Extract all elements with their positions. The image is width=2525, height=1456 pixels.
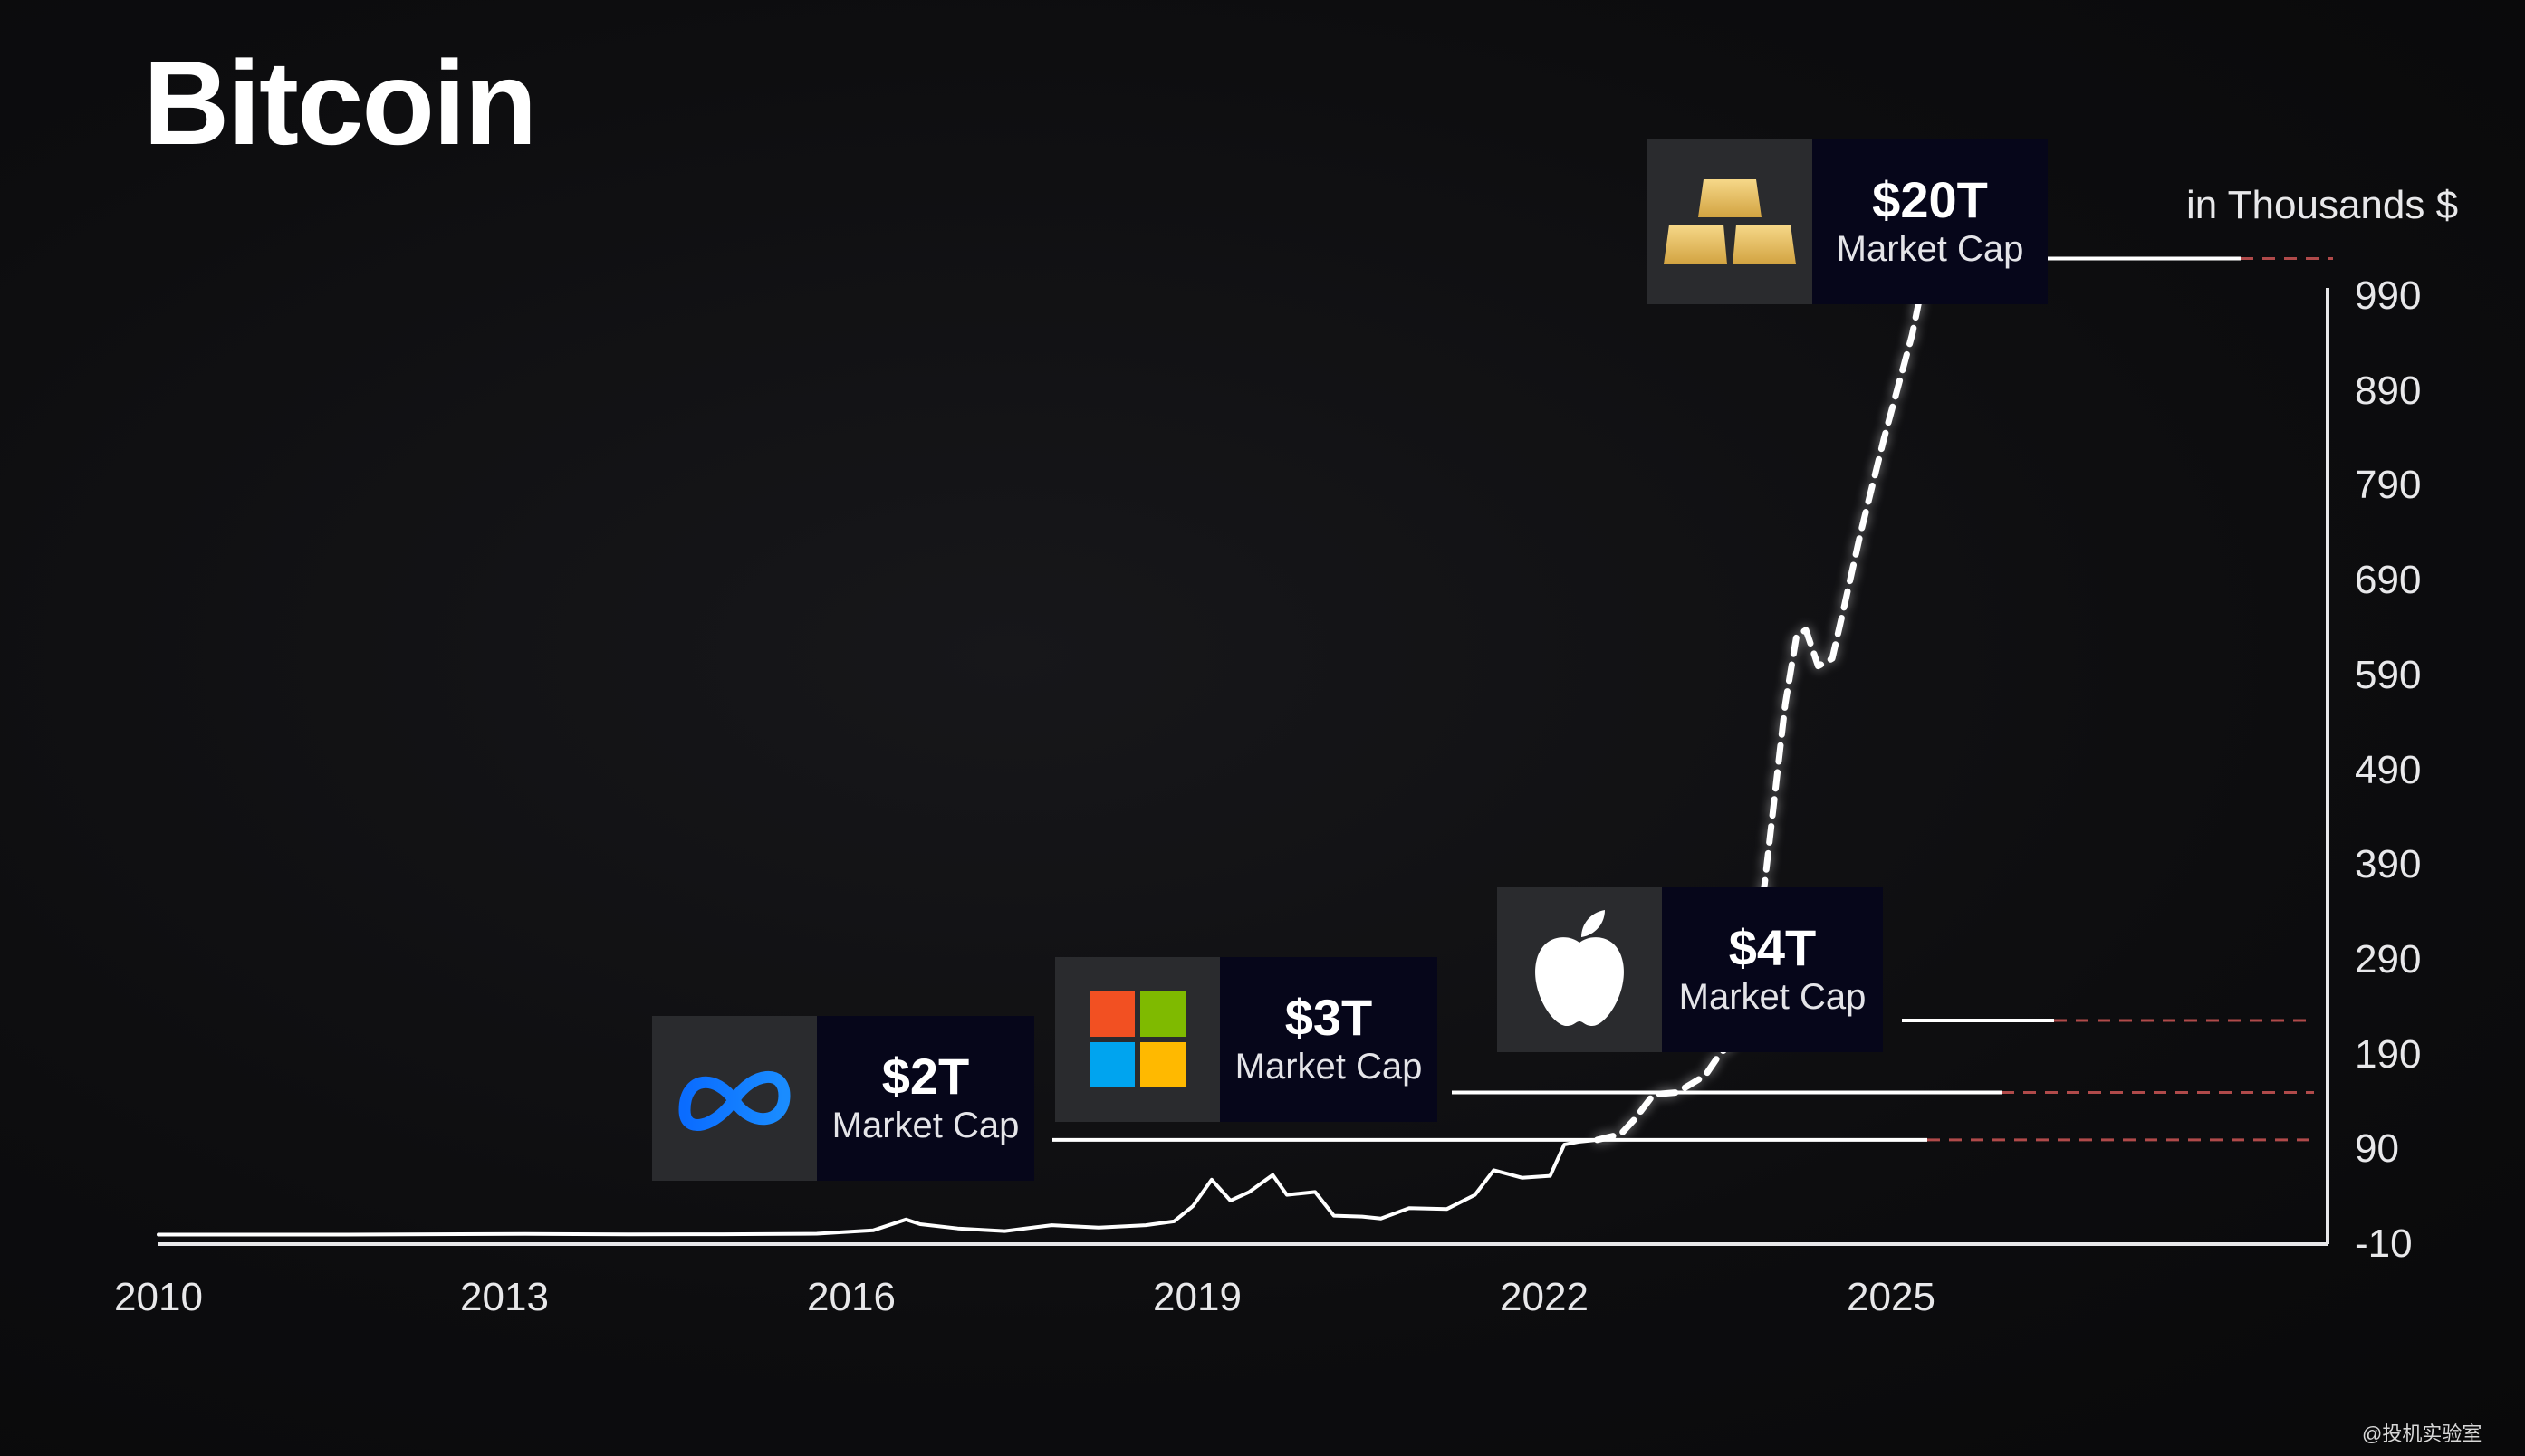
y-axis-unit-label: in Thousands $ (2186, 183, 2459, 227)
market-cap-value: $2T (881, 1048, 970, 1105)
market-cap-label: Market Cap (831, 1106, 1020, 1145)
y-tick-label: 190 (2355, 1032, 2422, 1077)
x-tick-label: 2025 (1847, 1275, 1935, 1319)
market-cap-value: $4T (1728, 919, 1817, 976)
y-tick-label: 90 (2355, 1126, 2399, 1171)
gold-bars-icon (1664, 179, 1796, 264)
y-tick-label: 890 (2355, 369, 2422, 413)
x-tick-label: 2010 (114, 1275, 203, 1319)
y-tick-label: 590 (2355, 653, 2422, 697)
y-tick-label: 390 (2355, 842, 2422, 886)
market-cap-card-meta: $2T Market Cap (652, 1016, 1034, 1181)
watermark: @投机实验室 (2362, 1422, 2482, 1445)
y-tick-label: 790 (2355, 463, 2422, 507)
btc-price-line (157, 1137, 1599, 1237)
microsoft-logo-icon (1090, 991, 1186, 1087)
market-cap-card-gold: $20T Market Cap (1647, 139, 2048, 304)
apple-logo-icon (1535, 910, 1624, 1026)
x-tick-label: 2016 (807, 1275, 896, 1319)
y-tick-label: 490 (2355, 748, 2422, 792)
x-tick-label: 2013 (460, 1275, 549, 1319)
y-tick-label: 990 (2355, 273, 2422, 318)
page-title: Bitcoin (143, 36, 537, 169)
y-tick-label: 690 (2355, 558, 2422, 602)
market-cap-card-microsoft: $3T Market Cap (1055, 957, 1437, 1122)
market-cap-label: Market Cap (1836, 229, 2024, 269)
market-cap-label: Market Cap (1678, 977, 1867, 1017)
market-cap-value: $3T (1284, 989, 1373, 1046)
y-tick-label: 290 (2355, 937, 2422, 982)
market-cap-value: $20T (1872, 171, 1988, 228)
btc-projected-line (1594, 262, 1930, 1144)
y-tick-label: -10 (2355, 1221, 2413, 1266)
market-cap-card-apple: $4T Market Cap (1497, 887, 1883, 1052)
x-tick-label: 2022 (1500, 1275, 1589, 1319)
market-cap-label: Market Cap (1234, 1047, 1423, 1087)
meta-logo-icon (678, 1070, 791, 1131)
x-tick-label: 2019 (1153, 1275, 1242, 1319)
